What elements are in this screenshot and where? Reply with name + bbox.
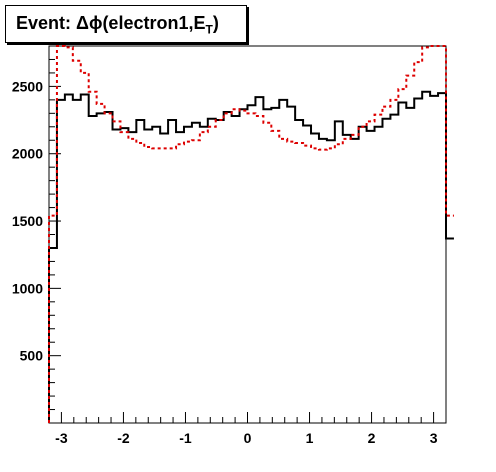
chart-title-close: ) [212,13,219,33]
chart-title: Event: Δϕ(electron1,ET) [16,13,219,37]
y-tick-label: 500 [20,348,44,364]
chart-title-main: Event: Δϕ(electron1,E [16,13,206,33]
y-tick-label: 2500 [12,78,43,94]
x-tick-label: 0 [244,430,252,446]
y-tick-label: 1500 [12,213,43,229]
y-tick-label: 1000 [12,280,43,296]
x-tick-label: -2 [117,430,130,446]
y-tick-label: 2000 [12,146,43,162]
chart-title-subscript: T [205,22,213,37]
x-tick-label: 1 [306,430,314,446]
x-tick-label: 3 [430,430,438,446]
chart-title-box: Event: Δϕ(electron1,ET) [5,5,247,43]
histogram-series-1 [48,90,454,423]
x-tick-label: -1 [179,430,192,446]
x-tick-label: -3 [55,430,68,446]
plot-frame [48,45,447,424]
histogram-series-2 [48,45,454,423]
x-tick-label: 2 [368,430,376,446]
